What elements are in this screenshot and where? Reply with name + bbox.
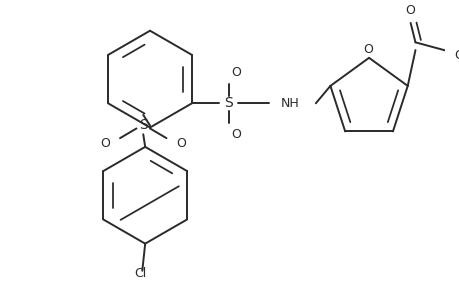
Text: S: S: [139, 118, 147, 132]
Text: S: S: [224, 96, 233, 110]
Text: O: O: [405, 4, 414, 17]
Text: O: O: [231, 66, 241, 79]
Text: NH: NH: [280, 97, 299, 110]
Text: O: O: [231, 128, 241, 141]
Text: O: O: [362, 43, 372, 56]
Text: O: O: [176, 137, 185, 151]
Text: Cl: Cl: [134, 267, 146, 280]
Text: O: O: [101, 137, 110, 151]
Text: O: O: [453, 50, 459, 62]
